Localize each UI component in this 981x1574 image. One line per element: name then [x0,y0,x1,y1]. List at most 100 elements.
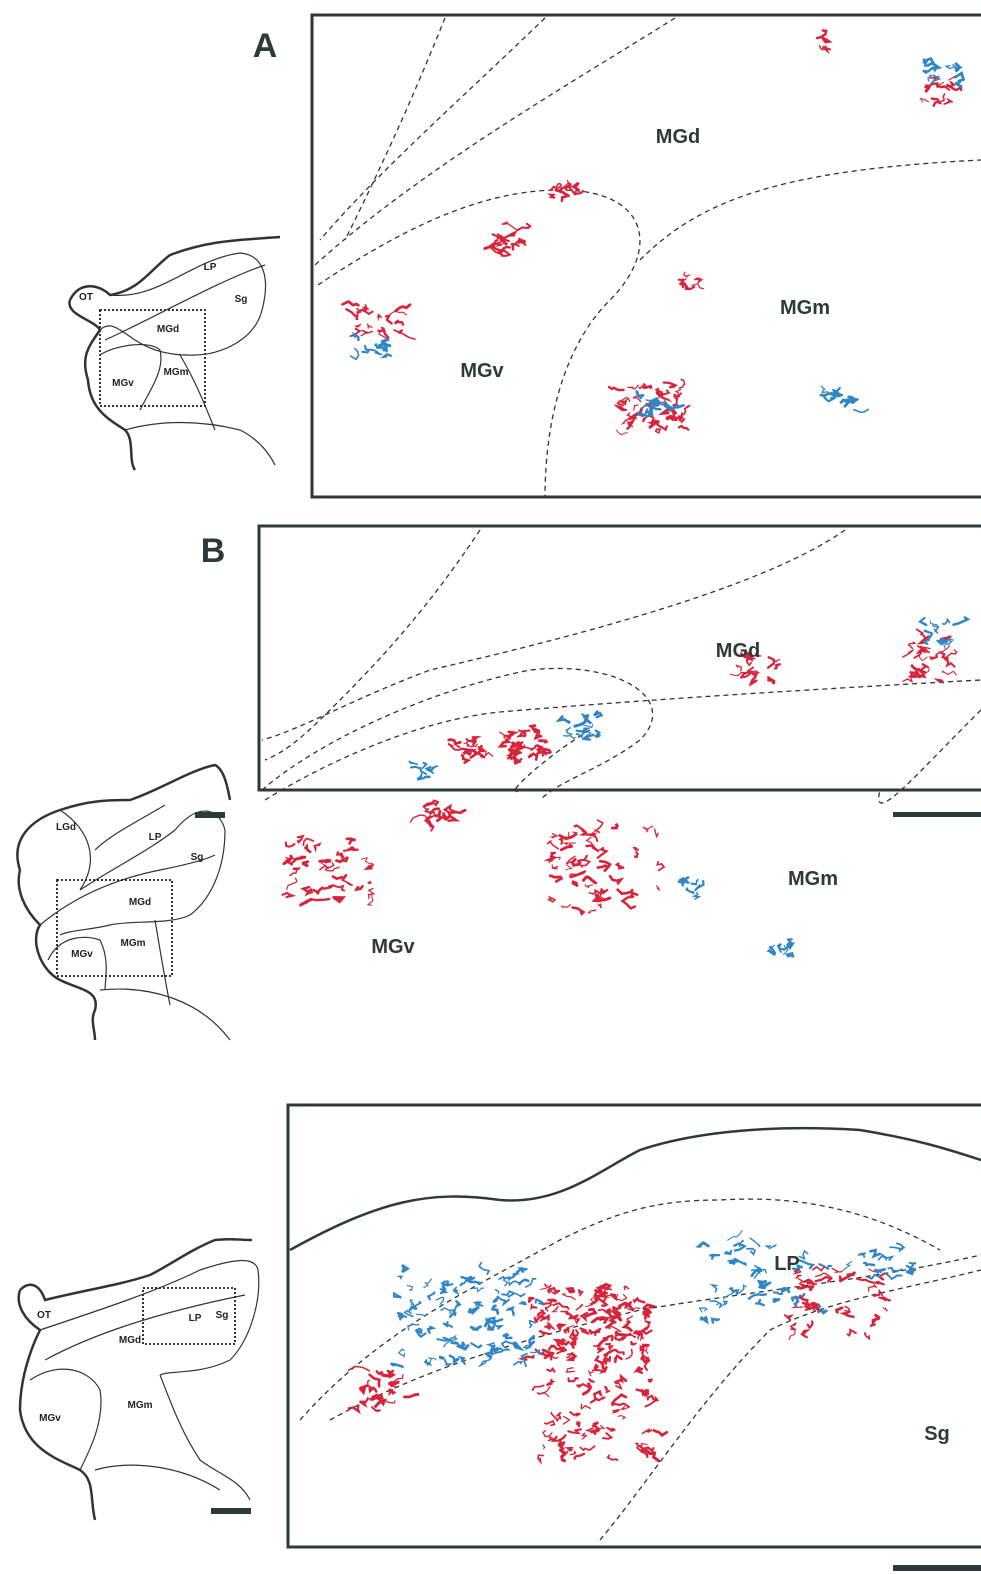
axon-trace [333,886,344,891]
scale-bar [893,1565,981,1571]
inset-label: MGd [119,1335,141,1346]
region-label: Sg [924,1423,950,1445]
axon-trace [370,1375,380,1387]
axon-trace [595,897,599,901]
axon-trace [584,715,589,717]
axon-trace [411,1300,413,1304]
inset-label: LP [204,262,217,273]
axon-trace [595,1366,598,1369]
outline [95,805,165,850]
axon-trace [602,1364,607,1371]
axon-trace [584,877,596,883]
axon-trace [626,1349,632,1358]
axon-trace [460,1343,469,1349]
axon-trace [493,1298,497,1302]
boundary [262,530,845,740]
axon-trace [730,1288,738,1294]
axon-trace [479,1361,487,1367]
axon-trace [774,1292,782,1294]
axon-trace [926,86,930,91]
axon-trace [568,1289,575,1292]
axon-trace [782,1288,789,1292]
axon-trace [399,1349,405,1356]
axon-trace [347,839,356,844]
axon-trace [545,1421,555,1425]
axon-trace [616,1383,621,1388]
axon-trace [789,1331,795,1340]
axon-trace [386,316,392,324]
panel-a: A [69,15,981,497]
axon-trace [539,741,546,743]
axon-trace [879,1256,893,1260]
axon-trace [535,735,541,739]
axon-trace [472,1288,483,1292]
axon-trace [452,1342,460,1346]
boundary [515,730,590,792]
axon-trace [805,1280,813,1284]
axon-trace [370,350,381,355]
axon-trace [624,1286,628,1289]
axon-trace [785,1315,791,1320]
axon-trace [514,1362,522,1365]
outline [100,989,230,1040]
axon-trace [656,886,659,891]
axon-trace [396,320,404,324]
axon-trace [699,1243,708,1247]
axon-trace [553,1306,559,1312]
axon-trace [909,674,913,677]
axon-trace [774,1299,779,1302]
axon-trace [538,1455,543,1462]
axon-trace [604,1350,613,1355]
axon-trace [568,1429,581,1433]
panel-frame [259,526,981,790]
axon-trace [589,1379,595,1383]
axon-trace [612,824,617,829]
axon-trace [361,330,372,335]
axon-trace [362,346,369,353]
axon-trace [424,1279,432,1288]
axon-trace [368,882,371,884]
axon-trace [454,1287,458,1293]
axon-trace [559,717,569,723]
axon-trace [951,87,961,90]
axon-trace [574,1454,584,1458]
axon-trace [690,880,698,885]
axon-trace [536,1299,545,1304]
axon-trace [547,841,558,849]
axon-trace [449,740,461,744]
axon-trace [390,1390,394,1393]
axon-trace [684,272,690,277]
axon-trace [596,731,600,737]
inset-box [100,310,205,406]
panel-frame [288,1105,981,1547]
axon-trace [282,893,292,897]
axon-trace [577,1422,580,1426]
axon-trace [887,1274,902,1279]
axon-trace [931,655,937,659]
panel-letter: B [201,532,226,570]
axon-trace [551,853,555,856]
axon-trace [778,944,781,949]
axon-trace [955,82,961,87]
panel-b: B [17,526,981,1040]
inset-label: MGv [112,378,134,389]
axon-trace [349,1405,359,1411]
axon-trace [936,679,943,682]
axon-trace [631,1341,636,1345]
axon-trace [342,880,353,886]
axon-trace [616,1377,626,1382]
axon-trace [651,405,659,406]
axon-trace [607,1428,615,1431]
axon-trace [903,650,913,657]
axon-trace [563,1294,575,1300]
axon-trace [710,1255,720,1259]
axon-trace [440,1308,450,1313]
axon-trace [452,810,466,813]
axon-trace [933,626,939,634]
axon-trace [573,908,584,914]
axon-trace [357,886,363,889]
boundary [640,160,981,260]
axon-trace [623,897,635,908]
axon-trace [750,1238,760,1247]
axon-trace [554,1303,569,1309]
